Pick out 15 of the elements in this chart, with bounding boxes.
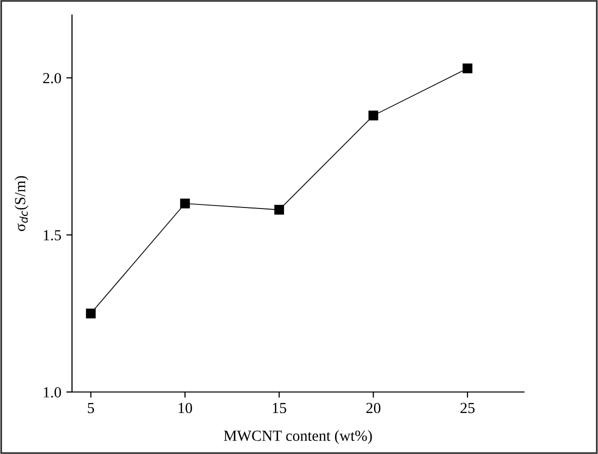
point: [368, 110, 378, 120]
y-axis-title: σ$_{dc}$(S/m): [14, 176, 28, 232]
point: [462, 64, 472, 74]
x-tick-label: 5: [88, 403, 94, 414]
x-axis-title: MWCNT content (wt%): [224, 430, 372, 444]
x-tick-label: 20: [366, 402, 380, 414]
x-tick-label: 10: [178, 402, 192, 414]
point: [180, 198, 190, 208]
y-tick-label: 1.5: [44, 230, 61, 240]
point: [274, 204, 284, 215]
x-tick-label: 15: [272, 402, 286, 414]
y-tick-label: 1.0: [44, 387, 61, 398]
y-tick-label: 2.0: [43, 72, 61, 84]
x-tick-label: 25: [460, 402, 475, 414]
point: [86, 308, 96, 318]
